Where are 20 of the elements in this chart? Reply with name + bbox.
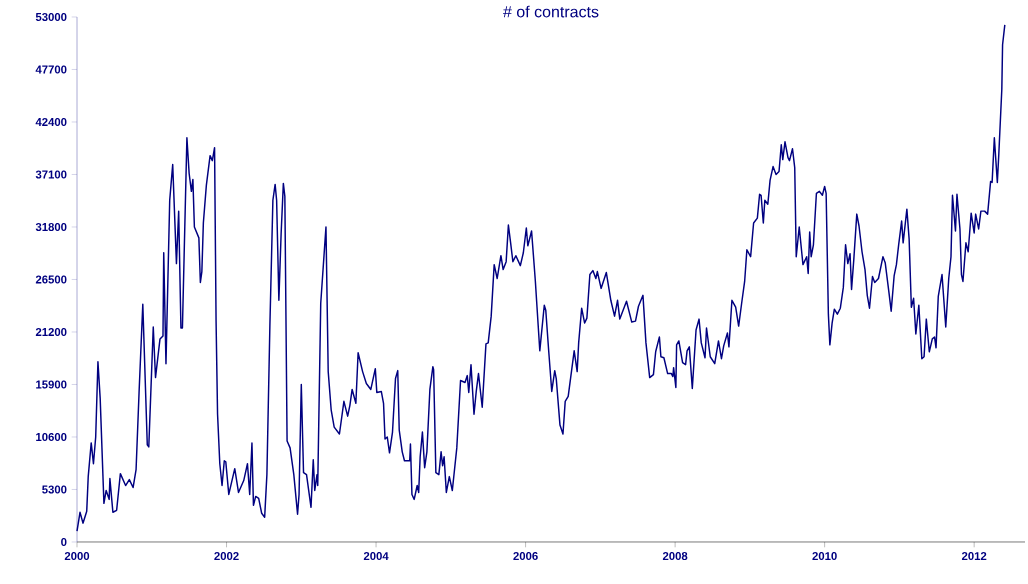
x-tick-label: 2012 [961,552,987,561]
x-tick-label: 2000 [64,552,90,561]
x-tick-label: 2010 [812,552,837,561]
y-tick-label: 26500 [35,275,67,284]
y-tick-label: 21200 [35,327,67,336]
line-series [76,24,1006,532]
y-tick-label: 37100 [35,170,67,179]
y-tick-label: 15900 [36,380,67,389]
y-tick-label: 53000 [35,12,67,22]
x-tick-label: 2002 [214,552,239,561]
x-tick-label: 2004 [363,552,389,561]
y-tick-label: 42400 [35,117,67,126]
y-tick-label: 31800 [35,222,67,232]
y-tick-label: 5300 [42,485,67,494]
y-tick-label: 0 [61,537,67,546]
x-tick-label: 2006 [513,552,538,561]
y-tick-label: 47700 [35,65,67,74]
y-tick-label: 10600 [36,432,67,441]
chart-title: # of contracts [503,5,599,18]
x-tick-label: 2008 [662,552,688,561]
